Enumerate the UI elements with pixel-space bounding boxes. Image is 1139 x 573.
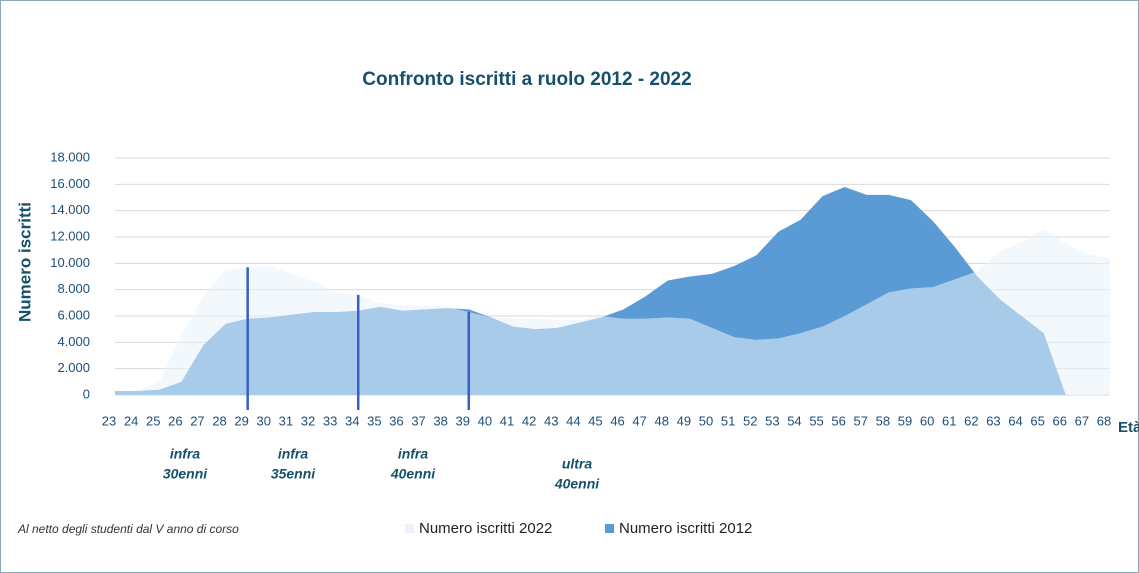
x-tick-label: 52 (743, 413, 757, 428)
y-tick-label: 8.000 (57, 281, 90, 296)
annotation: ultra (562, 456, 593, 472)
chart-title: Confronto iscritti a ruolo 2012 - 2022 (362, 69, 691, 90)
x-tick-label: 30 (257, 413, 271, 428)
x-tick-label: 55 (809, 413, 823, 428)
y-tick-label: 4.000 (57, 334, 90, 349)
legend-swatch (605, 524, 614, 533)
x-tick-label: 36 (389, 413, 403, 428)
x-tick-label: 59 (898, 413, 912, 428)
x-tick-label: 60 (920, 413, 934, 428)
x-tick-label: 48 (655, 413, 669, 428)
legend-label: Numero iscritti 2012 (619, 520, 752, 537)
x-tick-label: 31 (279, 413, 293, 428)
annotation: infra (278, 446, 309, 462)
x-tick-label: 34 (345, 413, 359, 428)
footnote: Al netto degli studenti dal V anno di co… (17, 522, 239, 536)
y-tick-label: 6.000 (57, 307, 90, 322)
x-tick-label: 46 (610, 413, 624, 428)
y-tick-label: 10.000 (50, 255, 90, 270)
x-tick-label: 28 (212, 413, 226, 428)
annotation: infra (170, 446, 201, 462)
annotation: 35enni (271, 466, 316, 482)
y-axis-label: Numero iscritti (15, 202, 34, 322)
area (115, 229, 1110, 395)
x-tick-label: 39 (456, 413, 470, 428)
y-tick-label: 2.000 (57, 360, 90, 375)
x-tick-label: 42 (522, 413, 536, 428)
x-tick-label: 56 (831, 413, 845, 428)
x-tick-label: 58 (876, 413, 890, 428)
y-tick-label: 18.000 (50, 149, 90, 164)
x-tick-label: 50 (699, 413, 713, 428)
y-tick-label: 14.000 (50, 202, 90, 217)
x-tick-label: 35 (367, 413, 381, 428)
x-tick-label: 49 (677, 413, 691, 428)
x-tick-label: 26 (168, 413, 182, 428)
x-tick-label: 53 (765, 413, 779, 428)
legend-label: Numero iscritti 2022 (419, 520, 552, 537)
x-tick-label: 57 (854, 413, 868, 428)
x-tick-label: 51 (721, 413, 735, 428)
x-tick-label: 43 (544, 413, 558, 428)
x-tick-label: 25 (146, 413, 160, 428)
y-tick-label: 12.000 (50, 228, 90, 243)
x-tick-label: 45 (588, 413, 602, 428)
x-tick-label: 54 (787, 413, 801, 428)
x-tick-label: 32 (301, 413, 315, 428)
annotation: 40enni (554, 476, 600, 492)
x-tick-label: 44 (566, 413, 580, 428)
x-tick-label: 67 (1075, 413, 1089, 428)
x-tick-label: 62 (964, 413, 978, 428)
x-tick-label: 29 (234, 413, 248, 428)
x-tick-label: 61 (942, 413, 956, 428)
x-tick-label: 23 (102, 413, 116, 428)
x-tick-label: 65 (1030, 413, 1044, 428)
x-tick-label: 40 (478, 413, 492, 428)
x-tick-label: 68 (1097, 413, 1111, 428)
x-tick-label: 41 (500, 413, 514, 428)
x-tick-label: 24 (124, 413, 138, 428)
x-tick-label: 37 (411, 413, 425, 428)
annotation: 30enni (163, 466, 208, 482)
y-tick-label: 16.000 (50, 176, 90, 191)
annotation: 40enni (390, 466, 436, 482)
x-tick-label: 66 (1053, 413, 1067, 428)
x-tick-label: 47 (632, 413, 646, 428)
x-axis-label: Età (1118, 419, 1139, 436)
legend-swatch (405, 524, 414, 533)
annotation: infra (398, 446, 429, 462)
x-tick-label: 38 (433, 413, 447, 428)
x-tick-label: 27 (190, 413, 204, 428)
x-tick-label: 33 (323, 413, 337, 428)
x-tick-label: 63 (986, 413, 1000, 428)
x-tick-label: 64 (1008, 413, 1022, 428)
y-tick-label: 0 (83, 386, 90, 401)
